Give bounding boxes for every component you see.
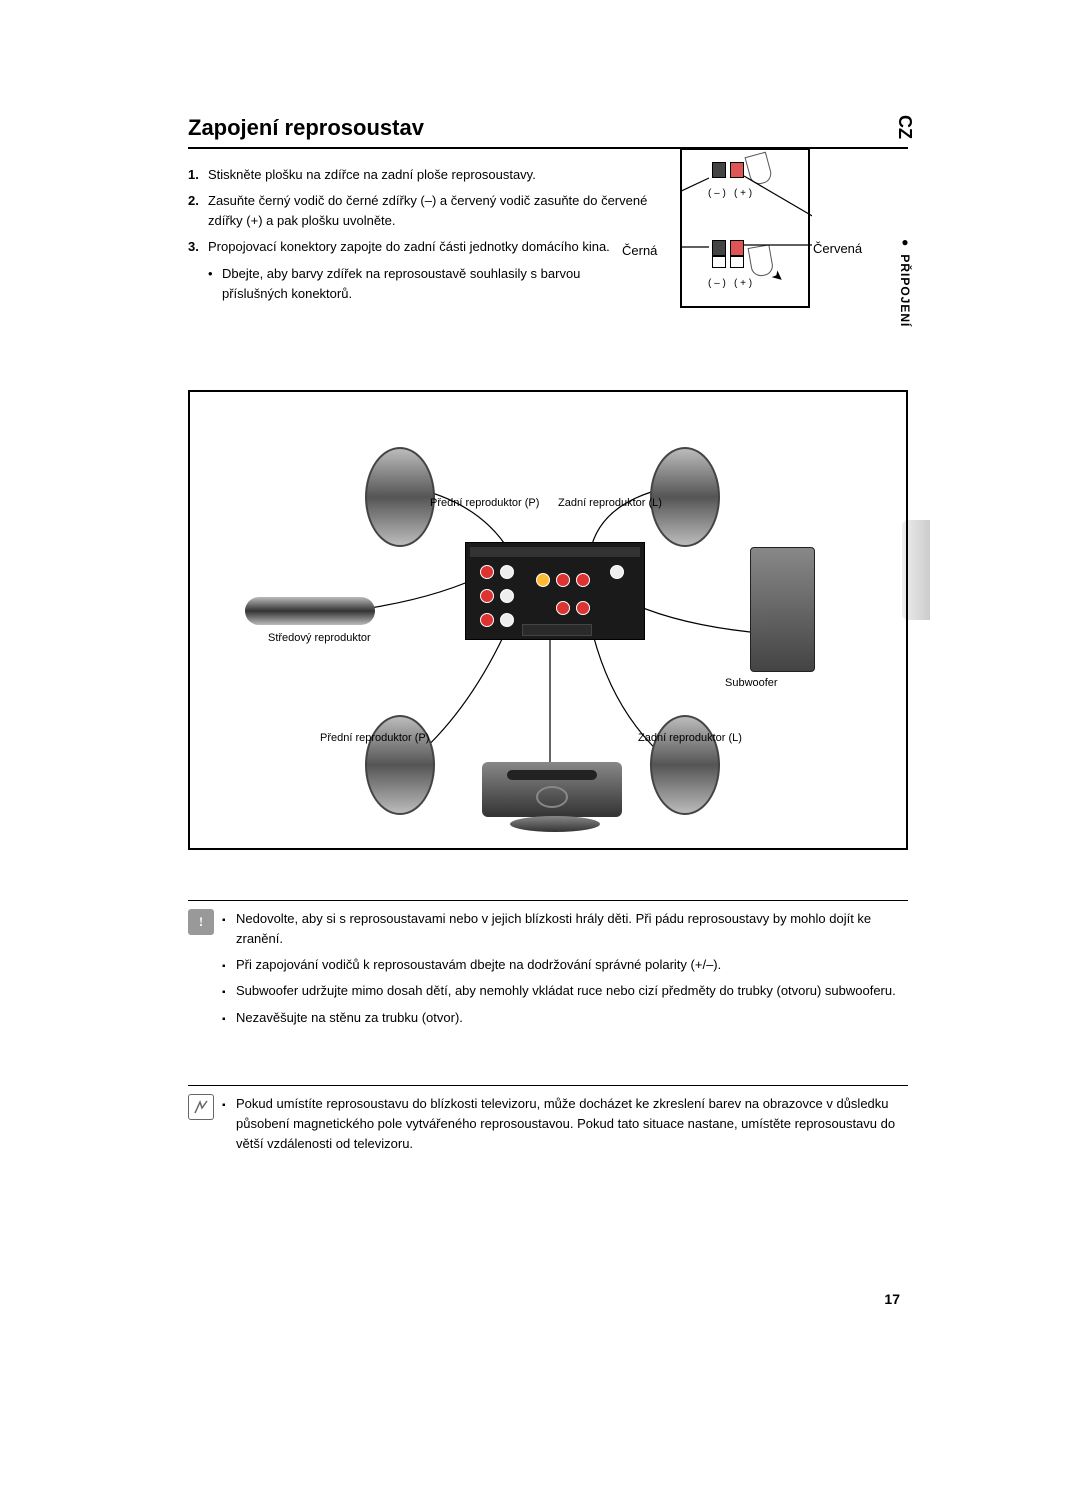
page-number: 17 — [884, 1291, 900, 1307]
step-3: 3. Propojovací konektory zapojte do zadn… — [188, 237, 648, 257]
subwoofer — [750, 547, 815, 672]
black-wire-label: Černá — [622, 243, 657, 258]
step-num: 1. — [188, 165, 208, 185]
red-wire-label: Červená — [813, 241, 862, 256]
player-stand — [510, 816, 600, 832]
info-item: Pokud umístíte reprosoustavu do blízkost… — [236, 1094, 908, 1154]
wiring-diagram: Přední reproduktor (P) Zadní reproduktor… — [188, 390, 908, 850]
info-body: ▪Pokud umístíte reprosoustavu do blízkos… — [222, 1094, 908, 1160]
front-speaker-right-bottom — [365, 715, 435, 815]
warning-body: ▪Nedovolte, aby si s reprosoustavami neb… — [222, 909, 908, 1034]
info-icon — [188, 1094, 214, 1120]
step-3-bullet: • Dbejte, aby barvy zdířek na reprosoust… — [188, 264, 648, 304]
player-unit — [482, 762, 622, 817]
rear-speaker-left-bottom — [650, 715, 720, 815]
bullet-text: Dbejte, aby barvy zdířek na reprosoustav… — [222, 264, 648, 304]
terminal-diagram: ( – ) ( + ) ( – ) ( + ) ➤ — [680, 148, 810, 308]
receiver-back-panel — [465, 542, 645, 640]
page-title: Zapojení reprosoustav — [188, 115, 908, 149]
step-text: Zasuňte černý vodič do černé zdířky (–) … — [208, 191, 648, 231]
step-num: 2. — [188, 191, 208, 231]
center-speaker — [245, 597, 375, 625]
warning-section: ! ▪Nedovolte, aby si s reprosoustavami n… — [188, 900, 908, 1034]
label-rear-l-bottom: Zadní reproduktor (L) — [638, 732, 742, 744]
instructions-list: 1. Stiskněte plošku na zdířce na zadní p… — [188, 165, 648, 304]
label-subwoofer: Subwoofer — [725, 677, 778, 689]
warning-icon: ! — [188, 909, 214, 935]
label-front-r-top: Přední reproduktor (P) — [430, 497, 539, 509]
step-num: 3. — [188, 237, 208, 257]
warn-item: Nedovolte, aby si s reprosoustavami nebo… — [236, 909, 908, 949]
label-center: Středový reproduktor — [268, 632, 371, 644]
warn-item: Při zapojování vodičů k reprosoustavám d… — [236, 955, 721, 975]
step-text: Propojovací konektory zapojte do zadní č… — [208, 237, 648, 257]
warn-item: Nezavěšujte na stěnu za trubku (otvor). — [236, 1008, 463, 1028]
info-section: ▪Pokud umístíte reprosoustavu do blízkos… — [188, 1085, 908, 1160]
bullet-dot: • — [208, 264, 222, 304]
warn-item: Subwoofer udržujte mimo dosah dětí, aby … — [236, 981, 896, 1001]
step-2: 2. Zasuňte černý vodič do černé zdířky (… — [188, 191, 648, 231]
front-speaker-right-top — [365, 447, 435, 547]
step-text: Stiskněte plošku na zdířce na zadní ploš… — [208, 165, 648, 185]
label-front-r-bottom: Přední reproduktor (P) — [320, 732, 429, 744]
step-1: 1. Stiskněte plošku na zdířce na zadní p… — [188, 165, 648, 185]
label-rear-l-top: Zadní reproduktor (L) — [558, 497, 662, 509]
